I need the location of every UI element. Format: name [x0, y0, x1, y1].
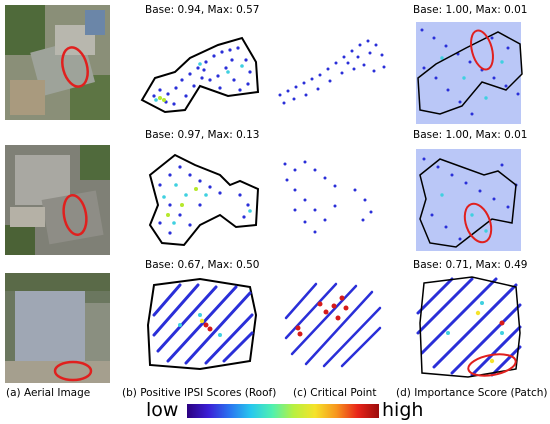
- importance-score-row2: Base: 1.00, Max: 0.01: [413, 129, 528, 141]
- caption-importance-score: (d) Importance Score (Patch): [396, 387, 548, 399]
- colorbar-low-label: low: [146, 399, 179, 421]
- critical-point-panel-row3: [284, 282, 382, 368]
- importance-patch-panel-row1: [412, 18, 525, 128]
- roof-outline: [146, 277, 258, 371]
- ipsi-roof-panel-row2: [148, 153, 260, 247]
- highlight-ellipse: [470, 29, 494, 71]
- highlight-ellipse: [463, 202, 493, 244]
- caption-aerial-image: (a) Aerial Image: [6, 387, 91, 399]
- importance-score-row1: Base: 1.00, Max: 0.01: [413, 4, 528, 16]
- roof-outline: [419, 158, 517, 248]
- caption-critical-point: (c) Critical Point: [293, 387, 377, 399]
- critical-point-panel-row1: [278, 39, 386, 105]
- aerial-image-row3: [5, 273, 110, 383]
- aerial-image-row2: [5, 145, 110, 255]
- highlight-ellipse: [53, 360, 93, 382]
- aerial-image-row1: [5, 5, 110, 120]
- roof-outline: [148, 153, 260, 247]
- importance-score-row3: Base: 0.71, Max: 0.49: [413, 259, 528, 271]
- roof-outline: [417, 31, 523, 115]
- highlight-ellipse: [467, 353, 517, 377]
- ipsi-score-row3: Base: 0.67, Max: 0.50: [145, 259, 260, 271]
- importance-patch-panel-row2: [416, 149, 521, 251]
- ipsi-roof-panel-row3: [146, 277, 258, 371]
- highlight-ellipse: [62, 193, 88, 237]
- colorbar: [187, 404, 379, 418]
- ipsi-score-row2: Base: 0.97, Max: 0.13: [145, 129, 260, 141]
- critical-point-panel-row2: [283, 160, 373, 234]
- ipsi-roof-panel-row1: [140, 36, 260, 114]
- caption-ipsi-scores: (b) Positive IPSI Scores (Roof): [122, 387, 277, 399]
- ipsi-score-row1: Base: 0.94, Max: 0.57: [145, 4, 260, 16]
- importance-patch-panel-row3: [416, 276, 522, 378]
- roof-outline: [140, 36, 260, 114]
- highlight-ellipse: [61, 46, 89, 88]
- colorbar-high-label: high: [382, 399, 424, 421]
- roof-outline: [419, 276, 521, 378]
- roof-points: [152, 46, 252, 106]
